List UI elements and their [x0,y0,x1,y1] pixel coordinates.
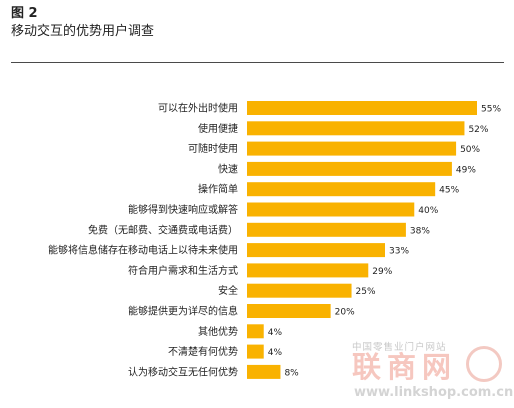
data-label: 40% [418,206,438,216]
chart-title: 移动交互的优势用户调查 [11,24,155,39]
bar [247,222,406,237]
data-label: 4% [268,348,283,358]
bar [247,324,264,339]
data-label: 52% [468,125,488,135]
category-label: 其他优势 [198,325,238,338]
data-label: 29% [372,267,392,277]
category-label: 不清楚有何优势 [168,345,238,358]
data-label: 8% [284,368,299,378]
category-label: 快速 [218,163,238,175]
bar [247,182,436,197]
data-label: 38% [410,226,430,236]
bar [247,364,281,379]
category-label: 使用便捷 [198,122,238,135]
category-label: 可随时使用 [188,142,238,155]
data-label: 4% [268,328,283,338]
figure-label: 图 2 [11,6,38,21]
watermark-url: www.linkshop.com.cn [354,385,514,400]
category-label: 能够提供更为详尽的信息 [128,305,238,318]
category-label: 能够将信息储存在移动电话上以待未来使用 [48,244,238,257]
category-label: 符合用户需求和生活方式 [128,264,238,277]
watermark-brand: 联商网 [352,350,458,384]
bar [247,161,452,176]
bar [247,101,477,115]
bar [247,141,457,156]
bar [247,344,264,359]
bar [247,243,385,258]
bar [247,283,352,298]
category-label: 可以在外出时使用 [158,102,238,115]
data-label: 49% [456,165,476,175]
category-label: 安全 [218,284,238,297]
data-label: 55% [481,105,501,115]
data-label: 50% [460,145,480,155]
data-label: 20% [335,308,355,318]
watermark-tagline: 中国零售业门户网站 [352,342,447,353]
data-label: 25% [356,287,376,297]
chart-header: 图 2 移动交互的优势用户调查 [11,6,154,41]
category-label: 操作简单 [198,183,238,196]
category-label: 认为移动交互无任何优势 [128,365,238,378]
bar [247,304,331,318]
bar [247,263,369,278]
bar [247,202,415,217]
category-label: 免费（无邮费、交通费或电话费） [88,223,238,236]
data-label: 45% [439,186,459,196]
category-label: 能够得到快速响应或解答 [128,203,238,216]
header-divider [11,62,504,63]
watermark-logo-icon [466,346,502,382]
bar [247,121,465,136]
watermark: 中国零售业门户网站 联商网 www.linkshop.com.cn [338,338,513,404]
data-label: 33% [389,247,409,257]
